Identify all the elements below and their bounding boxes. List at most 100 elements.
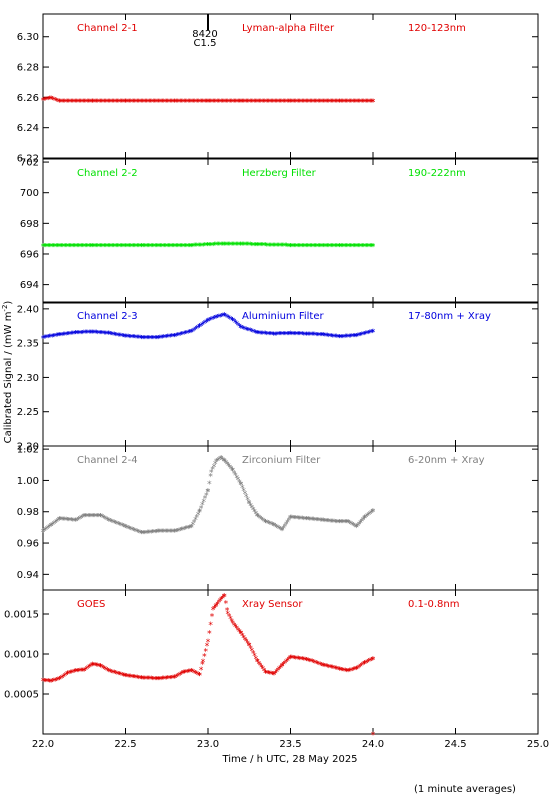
data-point: *: [330, 518, 335, 528]
data-point: *: [63, 98, 68, 108]
data-point: *: [82, 513, 87, 523]
data-point: *: [123, 672, 128, 682]
data-point: *: [222, 312, 227, 322]
data-point: *: [231, 467, 236, 477]
data-point: *: [311, 331, 316, 341]
data-point: *: [70, 98, 75, 108]
data-point: *: [214, 314, 219, 324]
data-point: *: [212, 604, 217, 614]
data-point: *: [68, 669, 73, 679]
panel-label: 0.1-0.8nm: [408, 599, 460, 610]
data-point: *: [371, 98, 376, 108]
data-point: *: [342, 333, 347, 343]
data-point: *: [127, 525, 132, 535]
data-point: *: [354, 665, 359, 675]
data-point: *: [226, 314, 231, 324]
data-point: *: [226, 241, 231, 251]
data-point: *: [261, 330, 266, 340]
data-point: *: [149, 675, 154, 685]
data-point: *: [140, 334, 145, 344]
data-point: *: [165, 98, 170, 108]
data-point: *: [369, 656, 374, 666]
chart-panel-2: 694 696 698 700 702 Channel 2-2 Herzberg Filte…: [20, 158, 539, 304]
data-point: *: [78, 98, 83, 108]
data-point: *: [168, 674, 173, 684]
data-point: *: [218, 455, 223, 465]
data-point: *: [204, 318, 209, 328]
data-point: *: [315, 98, 320, 108]
data-point: *: [198, 323, 203, 333]
data-point: *: [239, 98, 244, 108]
data-point: *: [357, 332, 362, 342]
data-point: *: [139, 675, 144, 685]
data-point: *: [66, 242, 71, 252]
data-point: *: [126, 673, 131, 683]
data-point: *: [82, 667, 87, 677]
data-point: *: [264, 669, 269, 679]
data-point: *: [211, 98, 216, 108]
data-point: *: [317, 331, 322, 341]
data-point: *: [243, 98, 248, 108]
data-point: *: [349, 667, 354, 677]
data-point: *: [270, 331, 275, 341]
data-point: *: [101, 242, 106, 252]
data-point: *: [206, 487, 211, 497]
data-point: *: [210, 466, 215, 476]
data-point: *: [286, 98, 291, 108]
data-point: *: [151, 98, 156, 108]
data-point: *: [97, 242, 102, 252]
data-point: *: [85, 98, 90, 108]
data-point: *: [299, 331, 304, 341]
data-point: *: [266, 670, 271, 680]
data-point: *: [284, 242, 289, 252]
data-point: *: [344, 519, 349, 529]
data-point: *: [208, 241, 213, 251]
data-point: *: [305, 516, 310, 526]
data-point: *: [105, 516, 110, 526]
data-point: *: [243, 490, 248, 500]
data-point: *: [94, 98, 99, 108]
panel-frame: [42, 13, 539, 159]
data-point: *: [304, 331, 309, 341]
data-point: *: [109, 331, 114, 341]
chart-panel-5: 0.0005 0.0010 0.0015 GOES Xray Sensor 0.1-0.8…: [4, 589, 539, 735]
data-point: *: [57, 332, 62, 342]
flare-marker: 8420 C1.5: [192, 14, 218, 49]
data-point: *: [233, 319, 238, 329]
data-point: *: [69, 669, 74, 679]
data-point: *: [222, 458, 227, 468]
data-point: *: [206, 638, 211, 648]
data-point: *: [284, 521, 289, 531]
data-point: *: [171, 674, 176, 684]
data-point: *: [300, 98, 305, 108]
data-point: *: [256, 98, 261, 108]
data-point: *: [191, 521, 196, 531]
data-point: *: [79, 242, 84, 252]
data-point: *: [165, 528, 170, 538]
data-point: *: [356, 98, 361, 108]
data-point: *: [348, 98, 353, 108]
data-point: *: [80, 667, 85, 677]
data-point: *: [179, 331, 184, 341]
data-point: *: [68, 330, 73, 340]
data-point: *: [150, 334, 155, 344]
data-point: *: [107, 98, 112, 108]
data-point: *: [198, 508, 203, 518]
data-point: *: [257, 660, 262, 670]
data-point: *: [185, 98, 190, 108]
data-point: *: [130, 526, 135, 536]
data-point: *: [200, 501, 205, 511]
data-point: *: [303, 515, 308, 525]
x-tick-label: 23.0: [197, 739, 219, 750]
data-point: *: [338, 242, 343, 252]
data-point: *: [222, 98, 227, 108]
data-point: *: [162, 675, 167, 685]
data-point: *: [265, 519, 270, 529]
data-point: *: [243, 325, 248, 335]
data-point: *: [370, 656, 375, 666]
data-point: *: [199, 666, 204, 676]
data-point: *: [168, 333, 173, 343]
data-point: *: [282, 330, 287, 340]
data-point: *: [214, 241, 219, 251]
data-point: *: [261, 98, 266, 108]
